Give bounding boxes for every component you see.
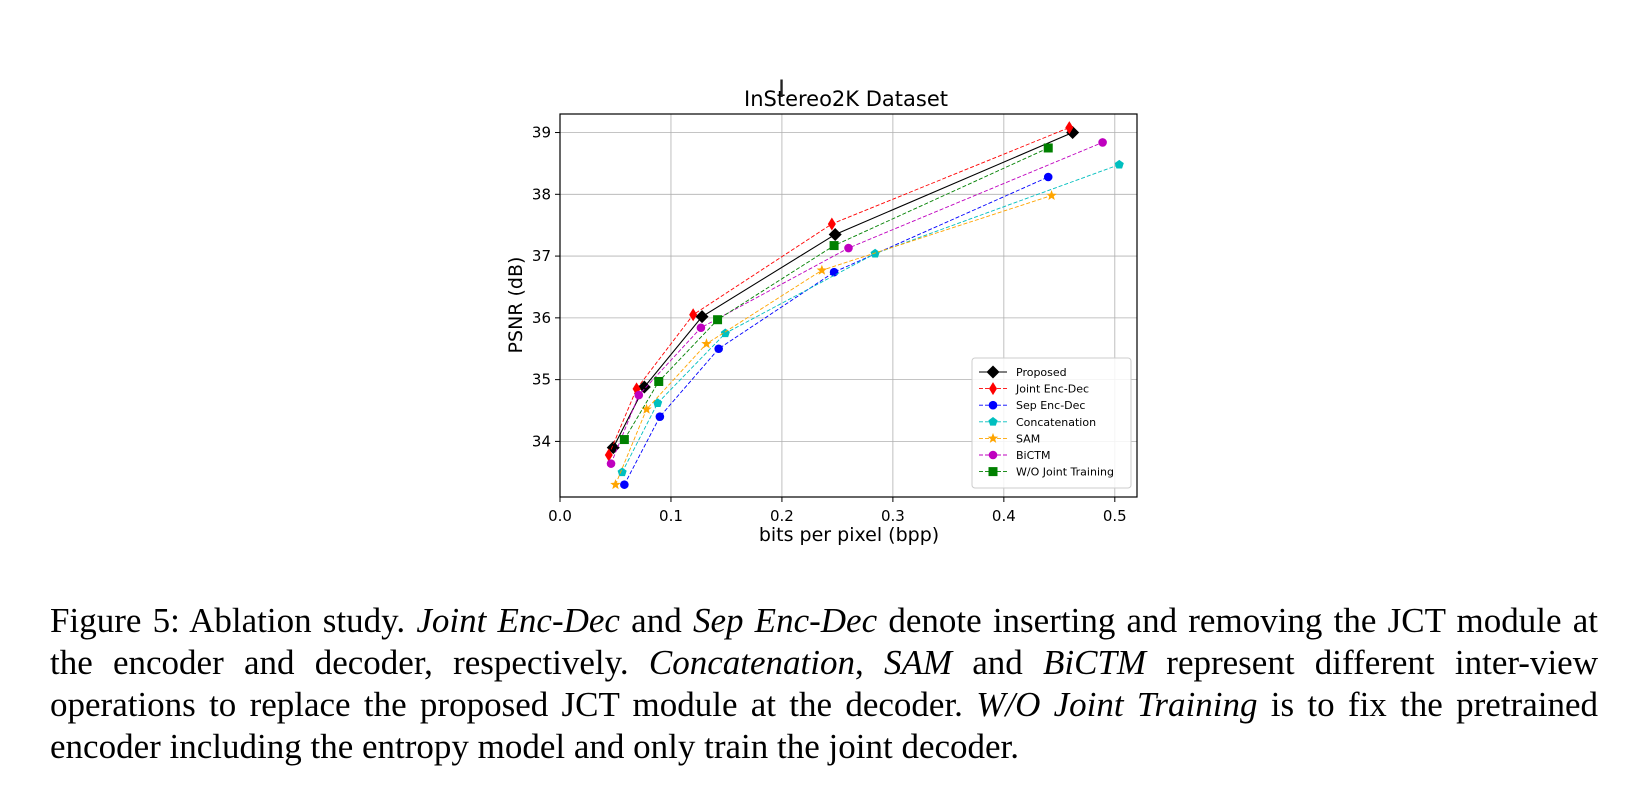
series-line <box>623 176 1049 485</box>
caption-text: represent different inter-view operation… <box>50 643 1598 724</box>
caption-text: and <box>952 643 1043 682</box>
data-point <box>620 480 629 489</box>
legend-marker <box>988 417 998 426</box>
data-point <box>714 344 723 354</box>
legend-entry: BiCTM <box>979 449 1051 462</box>
y-tick-label: 37 <box>532 247 551 265</box>
y-tick-label: 39 <box>532 124 551 142</box>
data-point <box>827 217 836 231</box>
caption-term: Sep Enc-Dec <box>692 601 878 640</box>
ticks: 0.0 0.1 0.2 0.3 0.4 0.5 34 35 36 37 38 39 <box>532 124 1127 525</box>
x-axis-label: bits per pixel (bpp) <box>759 524 939 546</box>
data-point <box>701 338 712 349</box>
data-point <box>619 435 629 445</box>
y-tick-label: 38 <box>532 185 551 203</box>
series-w-o-joint-training <box>619 143 1053 445</box>
series-joint-enc-dec <box>604 121 1074 462</box>
caption-term: Joint Enc-Dec <box>416 601 620 640</box>
y-axis-label: PSNR (dB) <box>505 257 527 354</box>
chart-title: InStereo2K Dataset <box>744 87 948 111</box>
data-point <box>695 310 709 324</box>
x-tick-label: 0.0 <box>548 507 572 525</box>
caption-text: is to fix the pretrained encoder includi… <box>50 685 1598 766</box>
x-tick-label: 0.3 <box>881 507 905 525</box>
data-point <box>1098 138 1107 147</box>
caption-term: W/O Joint Training <box>976 685 1258 724</box>
caption-text: denote inserting and removing the JCT mo… <box>50 601 1598 682</box>
data-point <box>828 227 842 241</box>
data-point <box>816 264 828 275</box>
legend-marker <box>988 450 998 460</box>
caption-text: Figure 5: Ablation study. <box>50 601 417 640</box>
caption-term: SAM <box>883 643 952 682</box>
data-point <box>720 328 730 338</box>
y-tick-label: 36 <box>532 309 551 327</box>
data-point <box>689 308 698 322</box>
data-point <box>829 241 839 251</box>
data-point <box>713 315 723 325</box>
data-point <box>637 380 651 394</box>
data-point <box>653 398 663 407</box>
legend-label: Sep Enc-Dec <box>1016 399 1085 412</box>
x-tick-label: 0.1 <box>659 507 683 525</box>
data-point <box>1043 143 1053 153</box>
chart: InStereo2K Dataset 0.0 0.1 0.2 0.3 0.4 0.5 34 3… <box>505 87 1138 546</box>
figure-caption: Figure 5: Ablation study. Joint Enc-Dec … <box>50 600 1598 768</box>
data-point <box>610 479 621 490</box>
series-bictm <box>606 138 1107 468</box>
data-point <box>1114 159 1124 169</box>
y-tick-label: 34 <box>532 432 551 450</box>
legend-label: Joint Enc-Dec <box>1015 383 1089 396</box>
legend-label: BiCTM <box>1016 449 1051 462</box>
plot-area <box>604 121 1124 490</box>
legend-label: W/O Joint Training <box>1016 466 1114 479</box>
data-point <box>844 243 853 253</box>
legend-label: Concatenation <box>1016 416 1096 429</box>
legend-label: Proposed <box>1016 366 1067 379</box>
data-point <box>604 448 613 462</box>
legend-marker <box>988 467 998 477</box>
legend-label: SAM <box>1016 432 1040 445</box>
data-point <box>1046 190 1057 200</box>
data-point <box>829 267 839 277</box>
x-tick-label: 0.2 <box>770 507 794 525</box>
legend-entry: Proposed <box>979 365 1067 379</box>
legend-entry: Sep Enc-Dec <box>979 399 1085 412</box>
data-point <box>617 467 627 477</box>
text-cursor-icon: I <box>778 75 786 103</box>
legend-marker <box>987 432 999 443</box>
data-point <box>634 390 644 400</box>
legend-box <box>971 357 1132 489</box>
legend-marker <box>988 400 998 410</box>
caption-text: and <box>619 601 693 640</box>
data-point <box>1065 121 1074 135</box>
caption-term: BiCTM <box>1043 643 1147 682</box>
data-point <box>655 412 665 421</box>
caption-text: , <box>854 643 884 682</box>
caption-term: Concatenation <box>648 643 855 682</box>
x-tick-label: 0.5 <box>1103 507 1127 525</box>
data-point <box>641 403 652 414</box>
data-point <box>606 459 616 468</box>
series-sam <box>610 190 1057 490</box>
legend: Proposed Joint Enc-Dec Sep Enc-Dec Concaten… <box>971 357 1132 489</box>
data-point <box>1043 172 1053 182</box>
data-point <box>654 376 664 386</box>
data-point <box>696 323 706 333</box>
legend-entry: SAM <box>979 432 1040 445</box>
x-tick-label: 0.4 <box>992 507 1016 525</box>
legend-marker <box>989 382 997 396</box>
y-tick-label: 35 <box>532 371 551 389</box>
legend-marker <box>986 365 1000 379</box>
grid <box>559 114 1137 497</box>
legend-entry: Joint Enc-Dec <box>979 382 1089 396</box>
plot-frame <box>559 113 1138 498</box>
legend-entry: Concatenation <box>979 416 1096 429</box>
legend-entry: W/O Joint Training <box>979 466 1114 479</box>
